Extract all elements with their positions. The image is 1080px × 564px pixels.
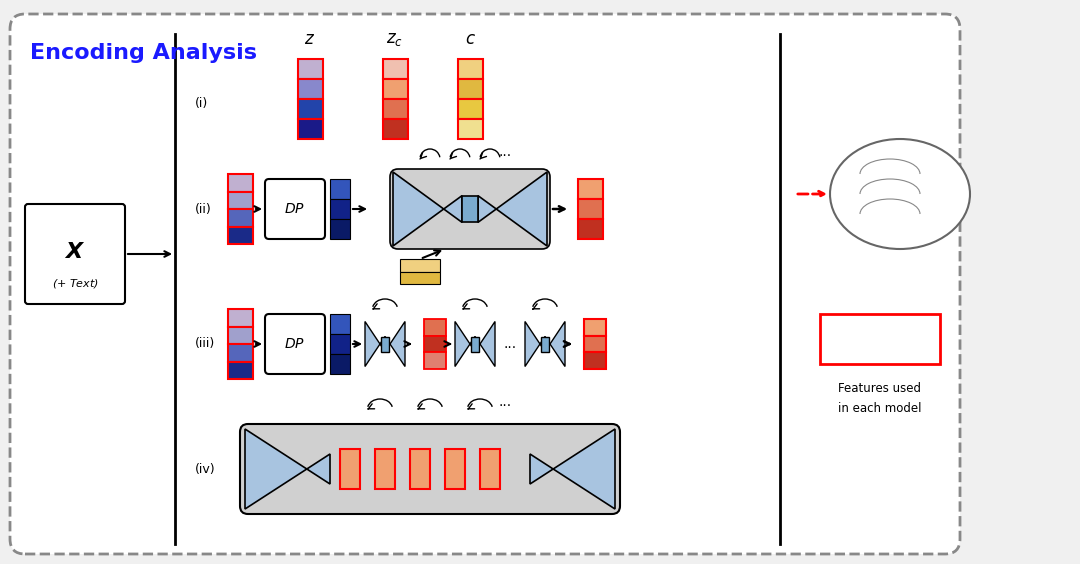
FancyBboxPatch shape: [578, 179, 603, 199]
FancyBboxPatch shape: [462, 196, 478, 222]
FancyBboxPatch shape: [297, 119, 323, 139]
Polygon shape: [475, 321, 495, 367]
Text: $\boldsymbol{X}$: $\boldsymbol{X}$: [65, 242, 85, 262]
FancyBboxPatch shape: [382, 119, 407, 139]
Text: ...: ...: [499, 395, 512, 409]
Polygon shape: [530, 429, 615, 509]
FancyBboxPatch shape: [381, 337, 389, 351]
FancyBboxPatch shape: [578, 219, 603, 239]
Text: $\it{z}_c$: $\it{z}_c$: [387, 30, 404, 48]
FancyBboxPatch shape: [480, 449, 500, 489]
Text: Encoding Analysis: Encoding Analysis: [30, 43, 257, 63]
FancyBboxPatch shape: [584, 319, 606, 336]
FancyBboxPatch shape: [330, 354, 350, 374]
FancyBboxPatch shape: [375, 449, 395, 489]
Text: $\it{DP}$: $\it{DP}$: [284, 337, 306, 351]
FancyBboxPatch shape: [330, 314, 350, 334]
FancyBboxPatch shape: [382, 79, 407, 99]
Text: (+ $\it{Text}$): (+ $\it{Text}$): [52, 277, 98, 290]
FancyBboxPatch shape: [578, 199, 603, 219]
FancyBboxPatch shape: [228, 192, 253, 209]
FancyBboxPatch shape: [240, 424, 620, 514]
FancyBboxPatch shape: [340, 449, 360, 489]
FancyBboxPatch shape: [390, 169, 550, 249]
Polygon shape: [384, 321, 405, 367]
FancyBboxPatch shape: [458, 99, 483, 119]
FancyBboxPatch shape: [10, 14, 960, 554]
Text: (i): (i): [195, 98, 208, 111]
FancyBboxPatch shape: [424, 352, 446, 369]
FancyBboxPatch shape: [330, 219, 350, 239]
FancyBboxPatch shape: [410, 449, 430, 489]
Polygon shape: [545, 321, 565, 367]
Text: (ii): (ii): [195, 202, 212, 215]
FancyBboxPatch shape: [297, 79, 323, 99]
Polygon shape: [478, 172, 546, 246]
Text: ...: ...: [503, 337, 516, 351]
Text: ...: ...: [499, 145, 512, 159]
Polygon shape: [365, 321, 384, 367]
FancyBboxPatch shape: [228, 344, 253, 362]
Text: $\it{c}$: $\it{c}$: [464, 30, 475, 48]
FancyBboxPatch shape: [382, 99, 407, 119]
FancyBboxPatch shape: [445, 449, 465, 489]
FancyBboxPatch shape: [330, 179, 350, 199]
Text: Features used: Features used: [838, 382, 921, 395]
Polygon shape: [525, 321, 545, 367]
FancyBboxPatch shape: [458, 119, 483, 139]
FancyBboxPatch shape: [541, 337, 549, 351]
FancyBboxPatch shape: [265, 179, 325, 239]
FancyBboxPatch shape: [228, 362, 253, 379]
Text: in each model: in each model: [838, 403, 921, 416]
FancyBboxPatch shape: [228, 209, 253, 227]
FancyBboxPatch shape: [584, 336, 606, 352]
FancyBboxPatch shape: [228, 227, 253, 244]
FancyBboxPatch shape: [400, 259, 440, 271]
FancyBboxPatch shape: [382, 59, 407, 79]
FancyBboxPatch shape: [228, 327, 253, 344]
FancyBboxPatch shape: [228, 174, 253, 192]
Polygon shape: [245, 429, 330, 509]
FancyBboxPatch shape: [265, 314, 325, 374]
FancyBboxPatch shape: [297, 59, 323, 79]
Ellipse shape: [831, 139, 970, 249]
FancyBboxPatch shape: [330, 199, 350, 219]
Text: $\it{DP}$: $\it{DP}$: [284, 202, 306, 216]
FancyBboxPatch shape: [424, 319, 446, 336]
Polygon shape: [393, 172, 462, 246]
FancyBboxPatch shape: [820, 314, 940, 364]
Text: $\it{z}$: $\it{z}$: [305, 30, 315, 48]
Text: (iv): (iv): [195, 462, 216, 475]
FancyBboxPatch shape: [228, 309, 253, 327]
FancyBboxPatch shape: [330, 334, 350, 354]
FancyBboxPatch shape: [424, 336, 446, 352]
FancyBboxPatch shape: [458, 79, 483, 99]
FancyBboxPatch shape: [458, 59, 483, 79]
FancyBboxPatch shape: [400, 271, 440, 284]
Text: (iii): (iii): [195, 337, 215, 350]
FancyBboxPatch shape: [297, 99, 323, 119]
FancyBboxPatch shape: [471, 337, 480, 351]
FancyBboxPatch shape: [25, 204, 125, 304]
FancyBboxPatch shape: [584, 352, 606, 369]
Polygon shape: [455, 321, 475, 367]
